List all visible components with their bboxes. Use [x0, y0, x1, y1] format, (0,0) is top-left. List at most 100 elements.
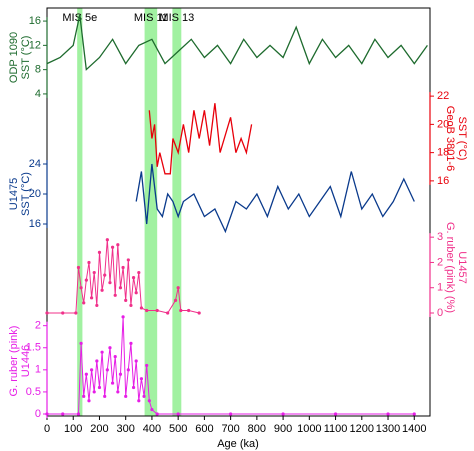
data-point: [45, 412, 49, 416]
y-axis-label: ODP 1090: [8, 32, 20, 83]
mis-band: [144, 8, 158, 416]
y-axis-label: SST (°C): [20, 36, 32, 80]
mis-band: [77, 8, 83, 416]
y-axis-label: G. ruber (pink) (%): [444, 222, 456, 313]
data-point: [134, 291, 138, 295]
data-point: [333, 412, 338, 416]
data-point: [82, 394, 86, 398]
data-point: [92, 390, 96, 394]
data-point: [126, 368, 130, 372]
data-point: [110, 245, 115, 249]
data-point: [89, 368, 94, 372]
data-point: [176, 412, 180, 416]
data-point: [79, 341, 83, 345]
y-tick-label: 18: [437, 147, 449, 159]
data-point: [147, 399, 151, 403]
data-point: [150, 407, 154, 412]
y-tick-label: 12: [29, 39, 41, 51]
data-point: [61, 311, 65, 315]
data-point: [79, 286, 83, 290]
data-point: [108, 346, 112, 350]
data-point: [97, 385, 102, 390]
series-line: [47, 316, 415, 415]
y-tick-label: 8: [35, 64, 41, 76]
data-point: [105, 238, 109, 242]
data-point: [166, 311, 170, 315]
y-tick-label: 4: [35, 88, 41, 100]
data-point: [187, 308, 191, 313]
data-point: [129, 341, 133, 345]
y-axis-label: G. ruber (pink): [8, 326, 20, 397]
x-tick-label: 800: [248, 423, 266, 435]
y-tick-label: 0.5: [26, 386, 41, 398]
data-point: [145, 363, 149, 368]
data-point: [155, 412, 159, 416]
plot-frame: [46, 7, 431, 417]
x-tick-label: 400: [143, 423, 161, 435]
data-point: [412, 412, 416, 416]
x-tick-label: 300: [117, 423, 135, 435]
x-tick-label: 500: [169, 423, 187, 435]
x-tick-label: 100: [64, 423, 82, 435]
y-axis-label: U1446: [20, 345, 32, 377]
data-point: [103, 273, 107, 277]
y-tick-label: 16: [29, 15, 41, 27]
y-tick-label: 1: [437, 282, 443, 294]
x-axis-label: Age (ka): [217, 438, 259, 450]
data-point: [74, 311, 78, 315]
data-point: [116, 390, 120, 394]
data-point: [82, 301, 86, 305]
data-point: [281, 412, 285, 416]
data-point: [121, 265, 125, 270]
data-point: [126, 258, 130, 262]
data-point: [139, 306, 144, 310]
data-point: [113, 354, 117, 359]
data-point: [137, 270, 141, 275]
data-point: [95, 359, 99, 363]
y-axis-label: U1457: [456, 251, 468, 283]
y-axis-label: SST (°C): [20, 172, 32, 216]
data-point: [118, 372, 123, 376]
data-point: [134, 359, 138, 363]
y-tick-label: 20: [437, 118, 449, 130]
y-axis-label: U1475: [8, 178, 20, 210]
y-tick-label: 24: [29, 158, 41, 170]
x-tick-label: 1200: [350, 423, 374, 435]
data-point: [97, 250, 102, 254]
data-point: [108, 281, 112, 285]
data-point: [118, 286, 123, 290]
band-label: MIS 13: [159, 12, 194, 24]
data-point: [386, 412, 390, 416]
data-point: [87, 399, 91, 403]
data-point: [100, 350, 104, 354]
x-tick-label: 200: [90, 423, 108, 435]
data-point: [155, 308, 159, 313]
data-point: [142, 394, 146, 398]
band-label: MIS 11: [134, 12, 168, 24]
series-line: [135, 163, 415, 234]
y-tick-label: 2: [437, 256, 443, 268]
data-point: [61, 412, 65, 416]
y-tick-label: 0: [35, 408, 41, 420]
data-point: [84, 372, 88, 376]
data-point: [124, 394, 128, 398]
data-point: [131, 385, 136, 390]
data-point: [110, 381, 115, 385]
x-tick-label: 1000: [297, 423, 321, 435]
y-tick-label: 1.5: [26, 342, 41, 354]
data-point: [129, 303, 133, 308]
data-point: [124, 298, 128, 302]
y-tick-label: 1: [35, 364, 41, 376]
data-point: [84, 278, 88, 282]
x-tick-label: 600: [195, 423, 213, 435]
data-point: [197, 311, 201, 315]
data-point: [92, 270, 96, 275]
y-tick-label: 22: [437, 90, 449, 102]
data-point: [131, 276, 136, 280]
series-line: [47, 239, 200, 314]
data-point: [121, 315, 125, 319]
y-tick-label: 0: [437, 307, 443, 319]
y-tick-label: 2: [35, 320, 41, 332]
data-point: [176, 286, 180, 290]
data-point: [137, 399, 141, 403]
